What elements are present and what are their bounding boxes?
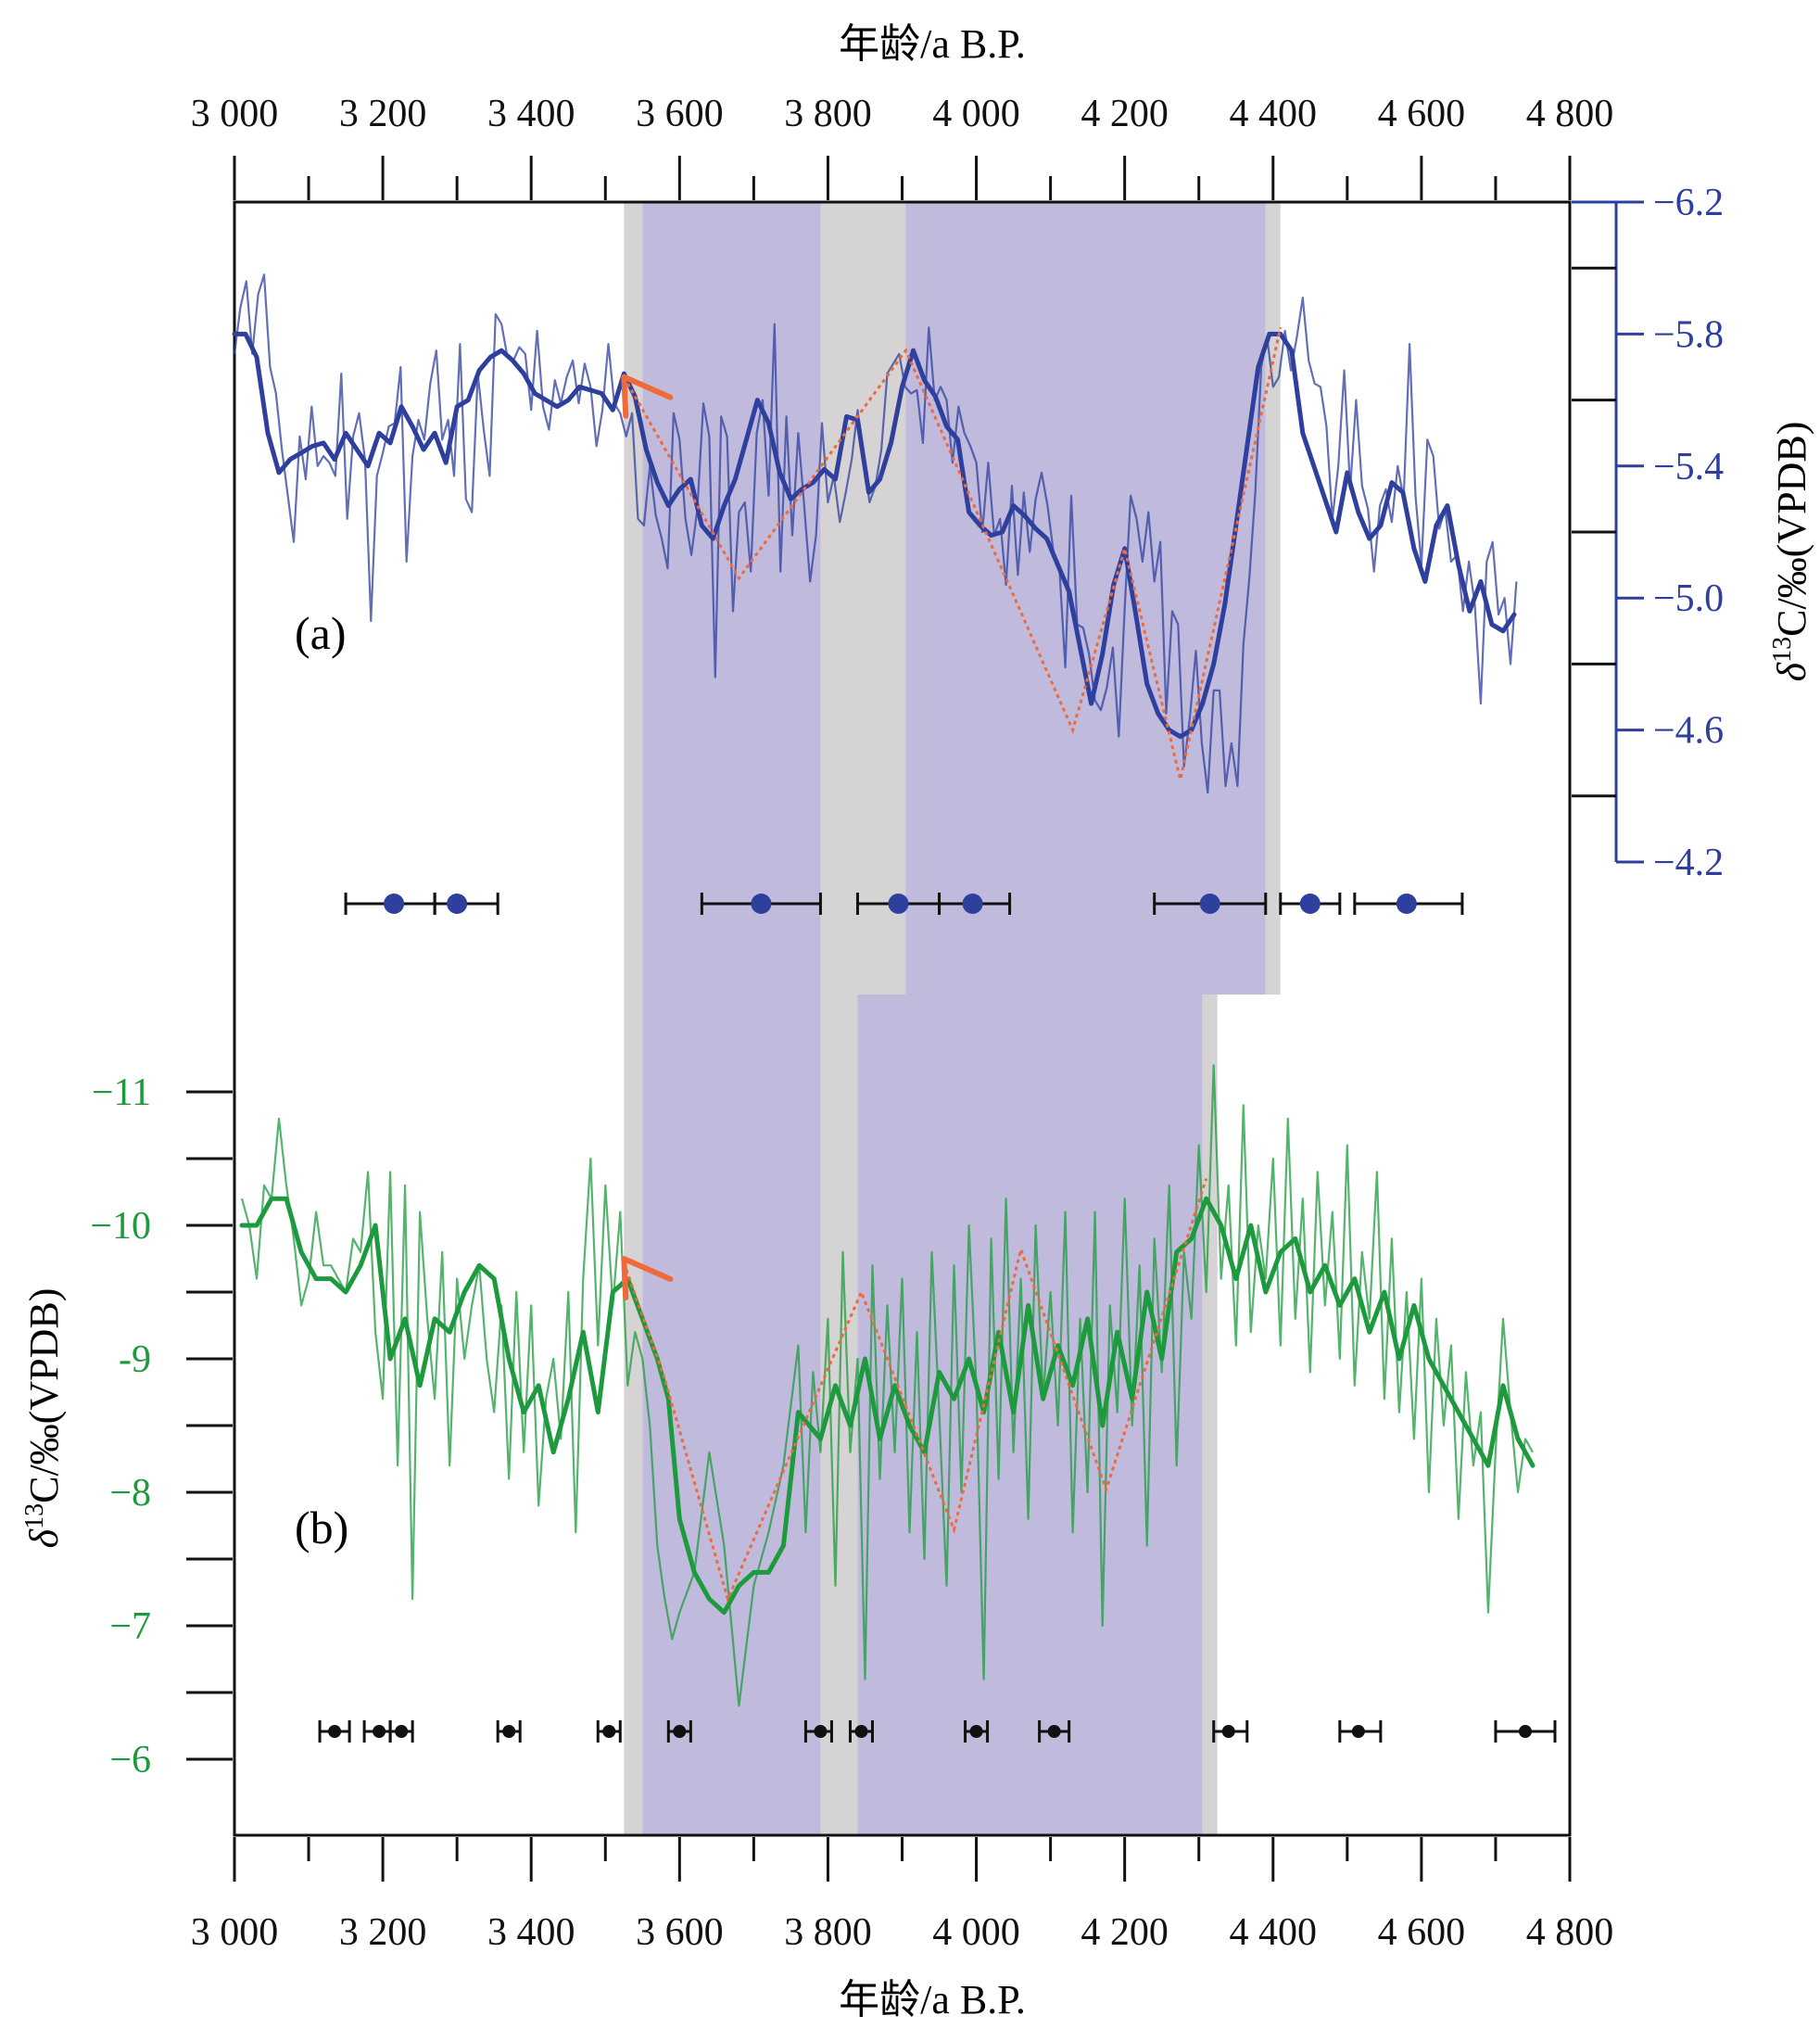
x-tick-label-bottom: 3 000 bbox=[191, 1911, 279, 1954]
x-axis-title-top: 年龄/a B.P. bbox=[839, 21, 1026, 67]
a-age-point bbox=[1299, 894, 1321, 914]
b-age-point bbox=[1351, 1725, 1365, 1738]
b-age-point bbox=[328, 1725, 342, 1738]
series-a-layer bbox=[232, 273, 1518, 794]
x-tick-label-top: 3 400 bbox=[487, 93, 575, 135]
shade-lower-gray-0 bbox=[624, 995, 643, 1835]
a-age-point bbox=[888, 894, 909, 914]
y-axis-a-tick-label: −4.2 bbox=[1653, 842, 1724, 884]
x-tick-label-top: 4 000 bbox=[932, 93, 1020, 135]
b-age-point bbox=[395, 1725, 409, 1738]
axes-layer: 3 000 3 000 3 200 3 200 3 400 3 400 3 600 3 600… bbox=[90, 93, 1724, 1954]
shade-upper-purple-1 bbox=[642, 202, 821, 995]
a-age-point bbox=[384, 894, 405, 914]
y-axis-b-tick-label: −8 bbox=[109, 1472, 151, 1515]
a-age-point bbox=[1396, 894, 1417, 914]
b-age-point bbox=[502, 1725, 516, 1738]
a-smoothed-series bbox=[232, 331, 1517, 740]
x-tick-label-bottom: 4 400 bbox=[1230, 1911, 1318, 1954]
b-smoothed-series bbox=[239, 1196, 1536, 1616]
shade-upper-gray-0 bbox=[624, 202, 643, 995]
x-tick-label-bottom: 3 800 bbox=[784, 1911, 872, 1954]
y-axis-b-tick-label: −7 bbox=[109, 1605, 151, 1648]
x-tick-label-top: 4 600 bbox=[1378, 93, 1466, 135]
y-axis-b-tick-label: −6 bbox=[109, 1739, 151, 1781]
y-axis-b-tick-label: -9 bbox=[119, 1338, 151, 1381]
y-axis-b-tick-label: −11 bbox=[92, 1071, 151, 1114]
x-axis-title-bottom: 年龄/a B.P. bbox=[839, 1977, 1026, 2022]
y-axis-a-title-rest: C/‰(VPDB) bbox=[1769, 422, 1814, 637]
x-tick-label-bottom: 3 400 bbox=[487, 1911, 575, 1954]
b-age-point bbox=[854, 1725, 868, 1738]
x-tick-label-top: 3 600 bbox=[636, 93, 724, 135]
x-tick-label-top: 3 800 bbox=[784, 93, 872, 135]
b-age-point bbox=[373, 1725, 386, 1738]
y-axis-b-title-rest: C/‰(VPDB) bbox=[21, 1288, 67, 1503]
series-b-layer bbox=[239, 1064, 1536, 1707]
x-tick-label-top: 3 000 bbox=[191, 93, 279, 135]
x-tick-label-top: 4 800 bbox=[1526, 93, 1614, 135]
b-trend-arrow bbox=[621, 1256, 674, 1300]
upper-shading-layer bbox=[624, 202, 1281, 995]
b-age-point bbox=[602, 1725, 616, 1738]
x-tick-label-bottom: 4 200 bbox=[1081, 1911, 1169, 1954]
plot-border bbox=[233, 200, 1572, 1837]
y-axis-b-title-superscript: 13 bbox=[20, 1503, 49, 1529]
b-age-point bbox=[1221, 1725, 1235, 1738]
plot-frame bbox=[233, 200, 1572, 1837]
b-age-point bbox=[1047, 1725, 1061, 1738]
y-axis-b-title-delta: δ bbox=[21, 1528, 67, 1548]
a-age-point bbox=[447, 894, 468, 914]
b-age-point bbox=[814, 1725, 828, 1738]
panel-a-label: (a) bbox=[295, 607, 347, 659]
x-tick-label-bottom: 3 200 bbox=[339, 1911, 427, 1954]
dated-ages-layer bbox=[318, 893, 1557, 1743]
b-age-point bbox=[673, 1725, 687, 1738]
b-age-point bbox=[969, 1725, 983, 1738]
y-axis-b-title: δ13C/‰(VPDB) bbox=[20, 1288, 67, 1549]
a-age-point bbox=[1199, 894, 1220, 914]
b-age-point bbox=[1518, 1725, 1532, 1738]
shade-upper-purple-3 bbox=[905, 202, 1266, 995]
a-trend-line bbox=[622, 326, 1283, 780]
x-tick-label-top: 4 400 bbox=[1230, 93, 1318, 135]
x-tick-label-top: 3 200 bbox=[339, 93, 427, 135]
a-trend-arrow bbox=[621, 374, 674, 419]
x-tick-label-bottom: 4 000 bbox=[932, 1911, 1020, 1954]
x-tick-label-bottom: 3 600 bbox=[636, 1911, 724, 1954]
y-axis-a-tick-label: −5.4 bbox=[1653, 446, 1724, 488]
y-axis-b-tick-label: −10 bbox=[90, 1205, 151, 1248]
a-age-point bbox=[751, 894, 772, 914]
x-tick-label-bottom: 4 600 bbox=[1378, 1911, 1466, 1954]
y-axis-a-title-delta: δ bbox=[1769, 661, 1814, 681]
y-axis-a-tick-label: −4.6 bbox=[1653, 710, 1724, 753]
shade-upper-gray-4 bbox=[1265, 202, 1281, 995]
a-age-point bbox=[962, 894, 983, 914]
x-tick-label-top: 4 200 bbox=[1081, 93, 1169, 135]
panel-b-label: (b) bbox=[295, 1502, 348, 1553]
x-tick-label-bottom: 4 800 bbox=[1526, 1911, 1614, 1954]
shade-upper-gray-2 bbox=[820, 202, 906, 995]
y-axis-a-tick-label: −5.0 bbox=[1653, 577, 1724, 620]
y-axis-a-tick-label: −6.2 bbox=[1653, 182, 1724, 224]
y-axis-a-title: δ13C/‰(VPDB) bbox=[1768, 422, 1814, 682]
y-axis-a-title-superscript: 13 bbox=[1768, 637, 1797, 663]
y-axis-a-tick-label: −5.8 bbox=[1653, 313, 1724, 356]
